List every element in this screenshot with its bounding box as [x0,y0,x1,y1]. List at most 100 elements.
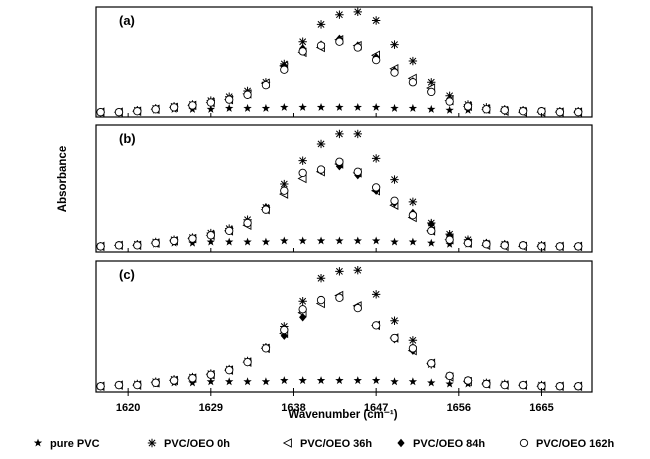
data-point [408,78,418,87]
data-point [408,336,418,345]
data-point [151,105,160,114]
data-point [335,102,344,111]
y-axis-title: Absorbance [57,146,69,212]
x-tick-label: 1656 [447,402,471,414]
data-point [353,129,362,139]
data-point [316,102,326,111]
data-point [206,377,215,386]
data-point [316,41,326,50]
data-point [261,103,271,112]
data-point [408,377,418,386]
data-point [482,379,491,389]
data-point [298,102,307,111]
data-point [243,218,252,228]
data-point [353,265,362,275]
data-point [316,165,326,174]
data-point [427,78,436,87]
data-point [188,101,197,110]
data-point [280,331,288,340]
data-point [518,241,528,250]
data-point [390,175,399,184]
legend-item-pvc-oeo-84h: PVC/OEO 84h [397,438,485,450]
panel-frame [95,124,593,253]
data-point [445,371,454,381]
data-point [427,226,436,235]
data-point [169,376,179,385]
legend-label: PVC/OEO 0h [164,438,230,450]
data-point [206,370,215,379]
data-point [96,108,105,117]
data-point [390,377,399,386]
x-axis-title: Wavenumber (cm⁻¹) [288,409,397,421]
data-point [206,98,215,107]
data-point [353,236,362,245]
data-point [445,91,454,100]
panel-c: (c) [95,260,593,393]
series-pvc-oeo-84h [96,292,582,391]
series-pvc-oeo-36h [95,290,583,391]
panel-a: (a) [95,6,593,118]
data-point [555,242,565,251]
data-point [463,376,473,385]
data-point [335,267,344,276]
data-point [298,305,307,314]
panel-frame [95,260,593,393]
data-point [427,219,435,229]
data-point [353,102,362,111]
data-point [243,377,252,386]
data-point [390,103,399,112]
data-point [243,90,252,99]
data-point [298,376,307,385]
data-point [188,374,197,383]
panel-b: (b) [95,124,593,253]
data-point [206,231,215,240]
data-point [299,313,307,322]
series-pvc-oeo-36h [95,159,583,252]
data-point [427,87,436,97]
data-point [298,236,307,245]
data-point [114,380,124,390]
data-point [335,236,344,245]
data-point [408,197,418,207]
data-point [574,242,583,251]
data-point [261,205,271,214]
data-point [280,65,289,74]
data-point [390,316,399,325]
data-point [225,377,234,386]
data-point [261,344,271,353]
x-axis: 1620 1629 1638 1647 1656 1665 [116,392,554,414]
data-point [114,108,124,117]
data-point [169,103,179,112]
data-point [353,167,362,176]
series-pvc-oeo-0h [96,129,583,251]
data-point [408,56,418,66]
data-point [353,7,362,17]
data-point [371,16,381,25]
data-point [353,303,362,313]
data-point [316,295,326,305]
legend: pure PVC PVC/OEO 0h PVC/OEO 36h PVC/OEO 84h… [33,438,615,450]
data-point [500,380,509,390]
data-point [133,241,142,250]
data-point [133,107,142,116]
data-point [408,237,418,246]
data-point [427,359,436,368]
data-point [243,237,252,246]
data-point [298,156,307,165]
series-pure-pvc [96,236,583,250]
x-tick-label: 1629 [199,402,223,414]
data-point [371,102,381,111]
data-point [500,241,509,250]
data-point [353,43,362,52]
panel-label: (c) [119,267,135,282]
data-point [298,47,307,56]
data-point [316,274,326,283]
x-tick-label: 1638 [281,402,305,414]
data-point [390,40,399,49]
data-point [298,297,307,306]
legend-item-pvc-oeo-162h: PVC/OEO 162h [519,438,615,450]
data-point [243,357,252,367]
data-point [408,344,418,353]
data-point [188,234,197,243]
data-point [555,108,565,117]
